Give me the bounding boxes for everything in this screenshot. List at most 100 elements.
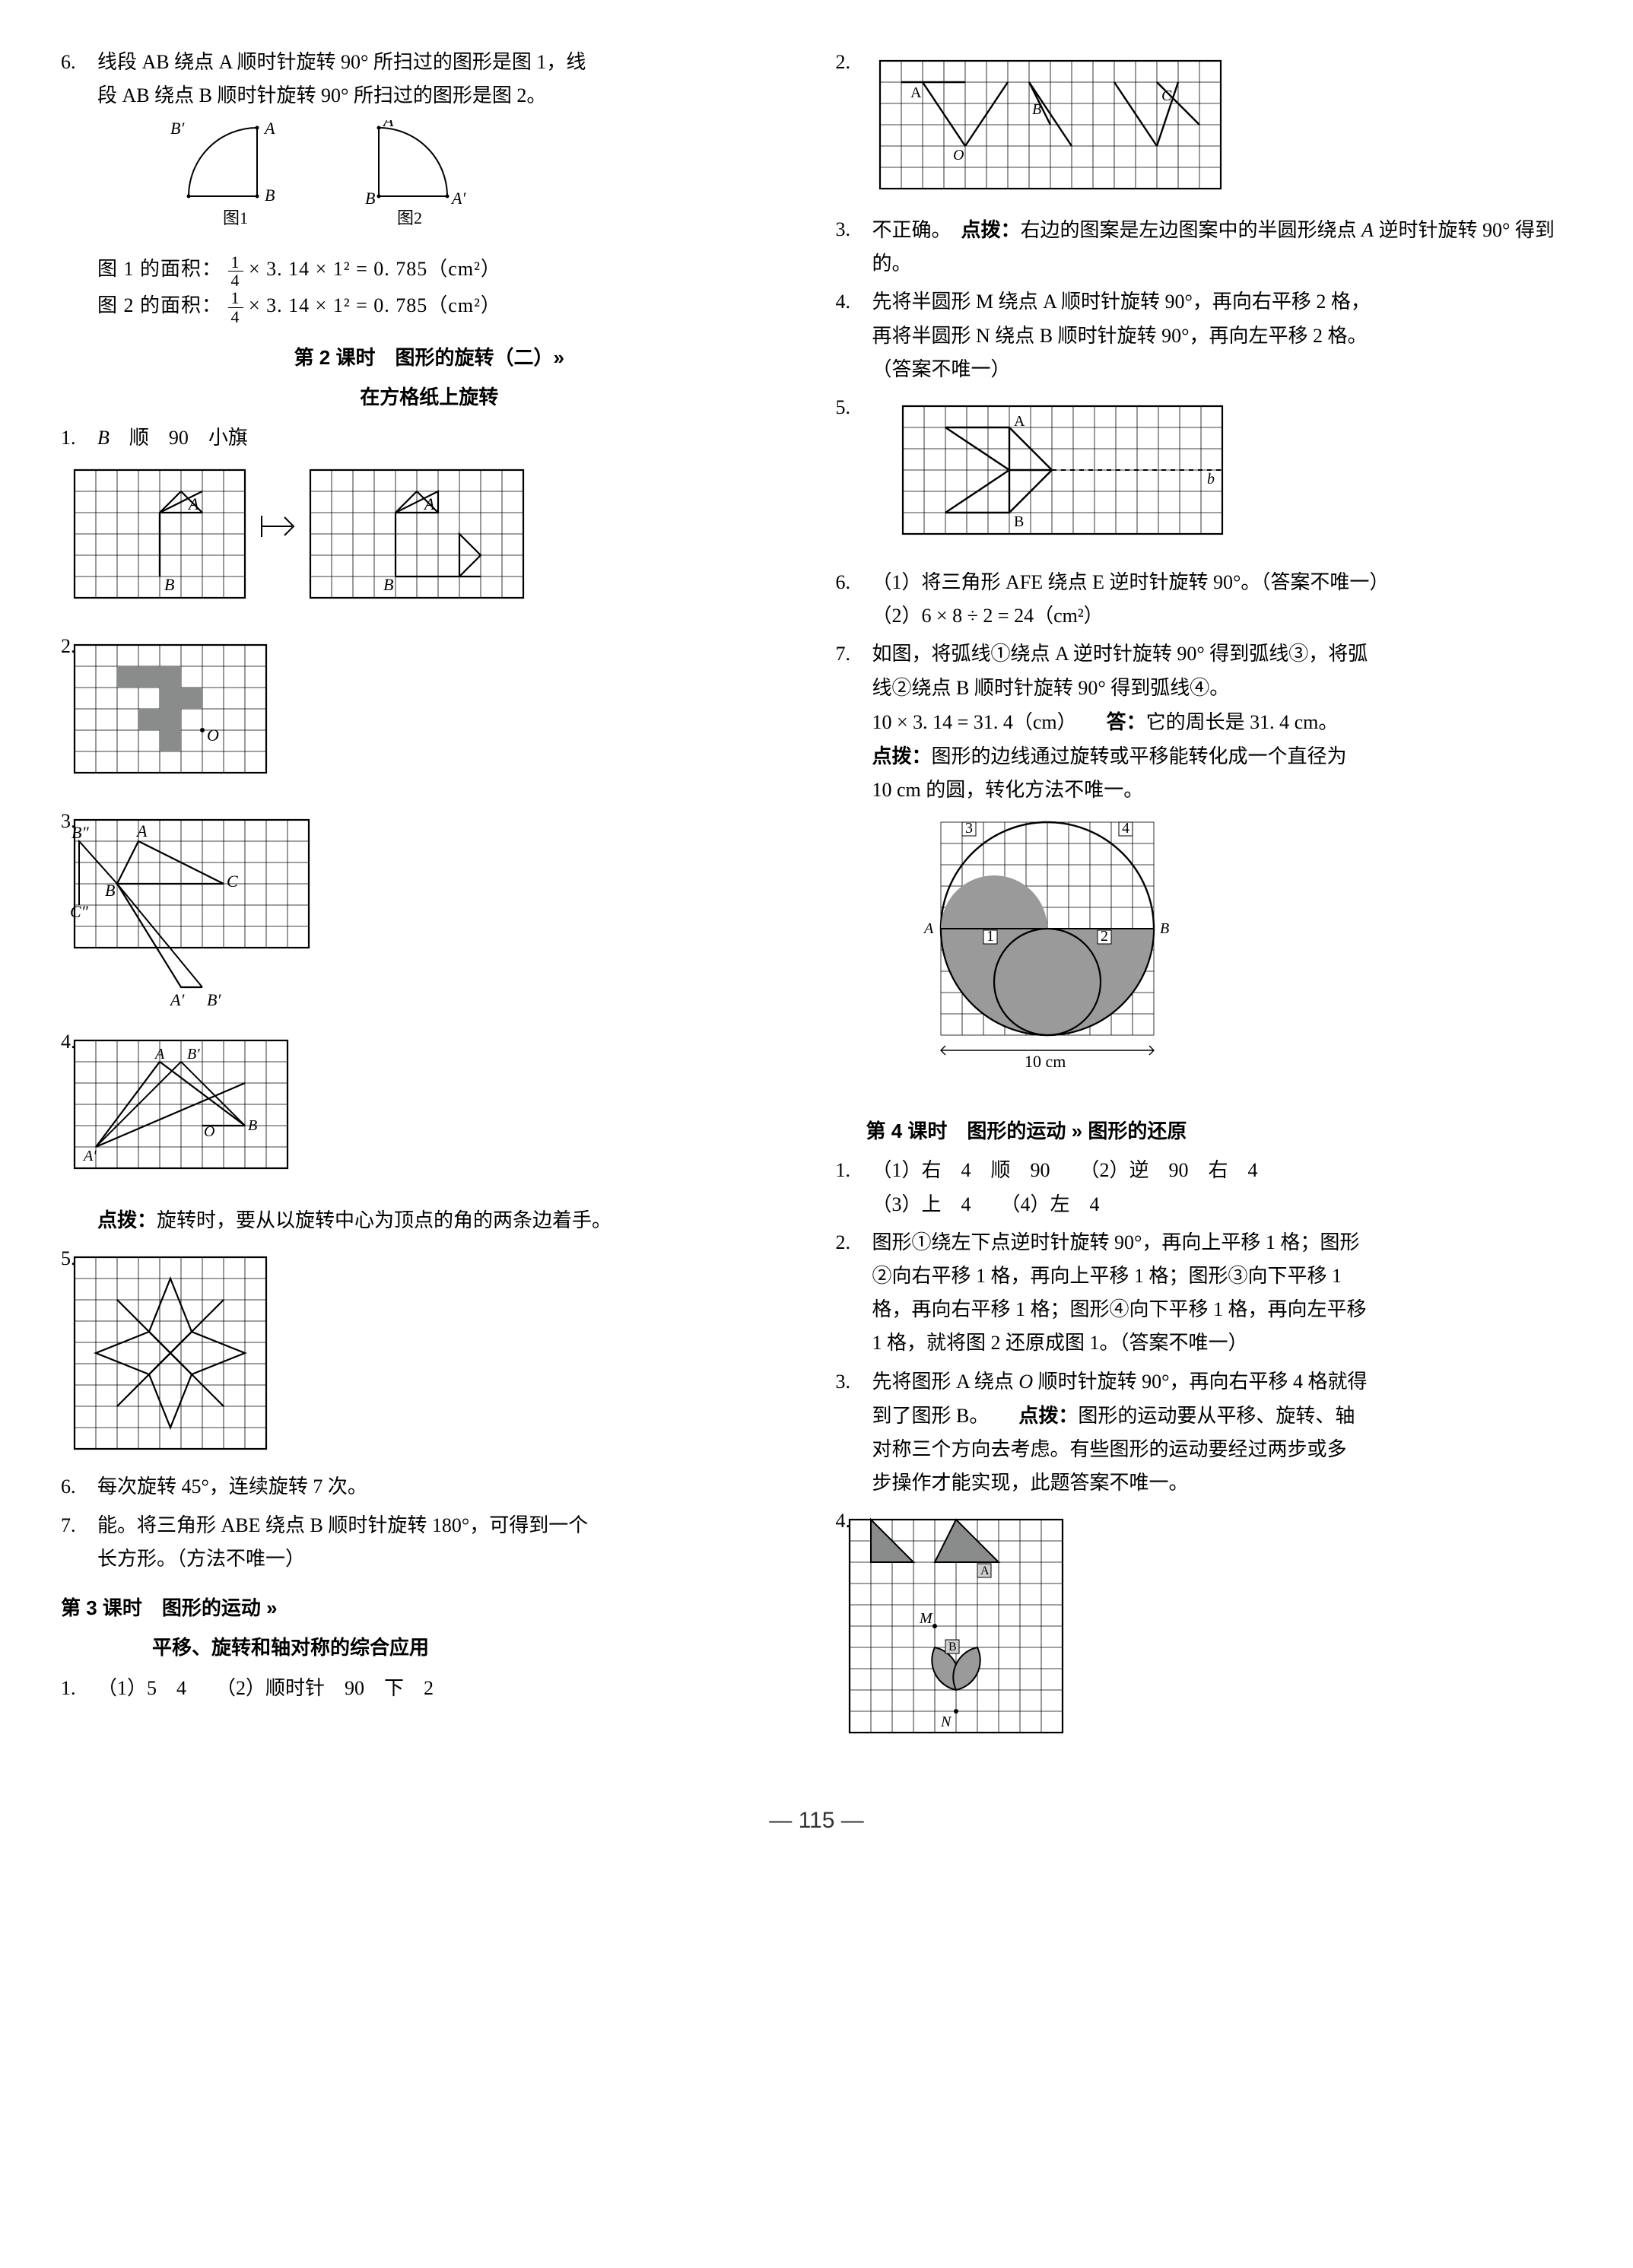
l3-q1-ans: （1）5 4 （2）顺时针 90 下 2 [97,1672,798,1705]
left-column: 6. 线段 AB 绕点 A 顺时针旋转 90° 所扫过的图形是图 1，线 段 A… [61,46,798,1771]
svg-text:B: B [1160,920,1169,937]
r-q4c: （答案不唯一） [872,353,1573,386]
l2-q4: 4. A [61,1025,798,1237]
r4-q4-fig: A B M N [842,1512,1573,1755]
r-q5: 5. [836,391,1573,561]
svg-text:1: 1 [986,928,994,945]
svg-text:N: N [940,1714,952,1730]
svg-text:3: 3 [965,820,973,837]
qnum: 6. [61,46,97,326]
r-q7d: 点拨：图形的边线通过旋转或平移能转化成一个直径为 [872,739,1573,773]
l2-q4-hint: 点拨：旋转时，要从以旋转中心为顶点的角的两条边着手。 [97,1203,798,1237]
left-q6: 6. 线段 AB 绕点 A 顺时针旋转 90° 所扫过的图形是图 1，线 段 A… [61,46,798,326]
svg-text:O: O [204,1123,214,1140]
q6-area1: 图 1 的面积： 14 × 3. 14 × 1² = 0. 785（cm²） [97,253,798,289]
r-q6: 6. （1）将三角形 AFE 绕点 E 逆时针旋转 90°。（答案不唯一） （2… [836,566,1573,633]
svg-text:O: O [207,726,219,745]
q6-area2: 图 2 的面积： 14 × 3. 14 × 1² = 0. 785（cm²） [97,289,798,326]
svg-text:B: B [248,1117,257,1134]
svg-text:O: O [953,147,964,164]
svg-text:A: A [154,1046,165,1063]
svg-text:A: A [382,120,394,130]
r-q2: 2. [836,46,1573,208]
r4-q4: 4. A [836,1504,1573,1766]
r-q6-1: （1）将三角形 AFE 绕点 E 逆时针旋转 90°。（答案不唯一） [872,566,1573,599]
l2-q7b: 长方形。（方法不唯一） [97,1542,798,1576]
heading-lesson4: 第 4 课时 图形的运动 » 图形的还原 [836,1114,1573,1148]
l2-q7: 7. 能。将三角形 ABE 绕点 B 顺时针旋转 180°，可得到一个 长方形。… [61,1509,798,1576]
svg-text:10 cm: 10 cm [1025,1052,1066,1071]
r-q3: 3. 不正确。 点拨：右边的图案是左边图案中的半圆形绕点 A 逆时针旋转 90°… [836,213,1573,281]
l2-q1-fig: A B [67,462,798,615]
svg-text:B: B [1014,513,1024,530]
l2-q4-fig: A B′ O B A′ [67,1033,798,1193]
l2-q5: 5. [61,1242,798,1466]
l2-q3: 3. A [61,805,798,1021]
r-q7c: 10 × 3. 14 = 31. 4（cm） 答：它的周长是 31. 4 cm。 [872,705,1573,739]
svg-text:A: A [923,920,934,937]
svg-text:B: B [105,881,115,900]
svg-text:B: B [383,575,393,594]
svg-text:图1: 图1 [223,208,248,227]
heading-lesson2: 第 2 课时 图形的旋转（二）» [61,341,798,374]
svg-text:4: 4 [1122,820,1129,837]
r4-q2: 2. 图形①绕左下点逆时针旋转 90°，再向上平移 1 格；图形 ②向右平移 1… [836,1226,1573,1361]
l2-q7a: 能。将三角形 ABE 绕点 B 顺时针旋转 180°，可得到一个 [97,1509,798,1542]
r-q7a: 如图，将弧线①绕点 A 逆时针旋转 90° 得到弧线③，将弧 [872,637,1573,671]
heading-lesson3: 第 3 课时 图形的运动 » [61,1591,798,1625]
r-q7b: 线②绕点 B 顺时针旋转 90° 得到弧线④。 [872,672,1573,705]
svg-text:2: 2 [1101,928,1108,945]
heading-lesson3-sub: 平移、旋转和轴对称的综合应用 [61,1631,798,1664]
r-q5-fig: A B b [895,399,1573,551]
svg-text:B′: B′ [207,990,221,1009]
svg-text:A′: A′ [82,1148,97,1164]
r4-q1-1: （1）右 4 顺 90 （2）逆 90 右 4 [872,1154,1573,1187]
svg-text:A: A [1014,413,1025,430]
svg-text:B: B [365,189,375,208]
svg-text:A: A [187,494,199,513]
r-q7-fig: 3 4 1 2 A B [918,815,1573,1088]
r-q4b: 再将半圆形 N 绕点 B 顺时针旋转 90°，再向左平移 2 格。 [872,319,1573,353]
svg-text:A: A [135,821,148,840]
r-q4a: 先将半圆形 M 绕点 A 顺时针旋转 90°，再向右平移 2 格， [872,285,1573,319]
l2-q6: 6. 每次旋转 45°，连续旋转 7 次。 [61,1470,798,1504]
svg-text:B″: B″ [71,823,89,842]
q6-content: 线段 AB 绕点 A 顺时针旋转 90° 所扫过的图形是图 1，线 段 AB 绕… [97,46,798,326]
svg-text:A: A [263,120,275,138]
r-q7e: 10 cm 的圆，转化方法不唯一。 [872,773,1573,807]
l3-q1: 1. （1）5 4 （2）顺时针 90 下 2 [61,1672,798,1705]
r-q2-fig: A B C O [872,53,1573,198]
page-number: — 115 — [61,1801,1572,1840]
svg-text:B: B [948,1641,957,1653]
q6-figures: A B B′ 图1 A [166,120,798,242]
l2-q1-ans: B 顺 90 小旗 [97,421,798,455]
r4-q3: 3. 先将图形 A 绕点 O 顺时针旋转 90°，再向右平移 4 格就得 到了图… [836,1365,1573,1501]
right-column: 2. [836,46,1573,1771]
svg-text:A: A [423,494,435,513]
r-q4: 4. 先将半圆形 M 绕点 A 顺时针旋转 90°，再向右平移 2 格， 再将半… [836,285,1573,386]
heading-lesson2-sub: 在方格纸上旋转 [61,380,798,414]
svg-text:A′: A′ [450,189,466,208]
svg-text:A: A [910,84,922,101]
r-q6-2: （2）6 × 8 ÷ 2 = 24（cm²） [872,599,1573,633]
l2-q1: 1. B 顺 90 小旗 [61,421,798,625]
svg-text:A: A [980,1564,990,1577]
l2-q5-fig [67,1250,798,1455]
svg-text:B: B [1032,101,1041,118]
r4-q1: 1. （1）右 4 顺 90 （2）逆 90 右 4 （3）上 4 （4）左 4 [836,1154,1573,1221]
l2-q2-fig: O [67,637,798,789]
l2-q2: 2. [61,630,798,800]
svg-text:B: B [164,575,174,594]
r4-q1-2: （3）上 4 （4）左 4 [872,1188,1573,1221]
r-q7: 7. 如图，将弧线①绕点 A 逆时针旋转 90° 得到弧线③，将弧 线②绕点 B… [836,637,1573,1099]
l2-q3-fig: A B″ C B C″ A′ B′ [67,812,798,1010]
svg-text:B: B [265,186,275,205]
q6-line2: 段 AB 绕点 B 顺时针旋转 90° 所扫过的图形是图 2。 [97,79,798,113]
svg-text:B′: B′ [187,1046,200,1063]
l2-q6-ans: 每次旋转 45°，连续旋转 7 次。 [97,1470,798,1504]
q6-svg: A B B′ 图1 A [166,120,531,242]
svg-text:C: C [1161,87,1172,104]
svg-text:B′: B′ [170,120,185,138]
svg-text:图2: 图2 [397,208,422,227]
svg-text:M: M [919,1610,933,1627]
